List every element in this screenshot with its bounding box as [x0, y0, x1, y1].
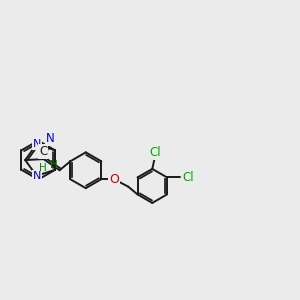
Text: H: H [39, 164, 46, 173]
Text: Cl: Cl [149, 146, 161, 159]
Text: N: N [32, 139, 41, 149]
Text: H: H [50, 160, 58, 170]
Text: C: C [39, 145, 47, 158]
Text: N: N [32, 171, 41, 181]
Text: O: O [109, 173, 119, 186]
Text: Cl: Cl [182, 171, 194, 184]
Text: N: N [46, 132, 55, 145]
